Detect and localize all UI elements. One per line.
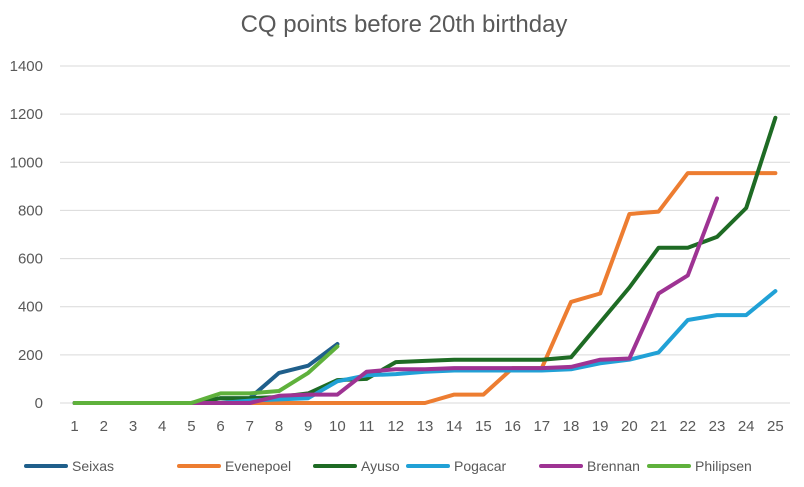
- y-axis-ticks: 0 200 400 600 800 1000 1200 1400: [10, 58, 43, 412]
- x-tick-label: 12: [387, 418, 404, 435]
- x-tick-label: 3: [129, 418, 137, 435]
- legend: Seixas Evenepoel Ayuso Pogacar Brennan Philip…: [24, 458, 752, 474]
- y-tick-label: 200: [18, 347, 43, 364]
- x-tick-label: 25: [767, 418, 784, 435]
- series-lines: [72, 115, 778, 405]
- y-tick-label: 0: [35, 395, 43, 412]
- x-tick-label: 20: [621, 418, 638, 435]
- x-tick-label: 24: [738, 418, 755, 435]
- x-tick-label: 7: [246, 418, 254, 435]
- legend-label-evenepoel: Evenepoel: [225, 458, 291, 474]
- gridlines: [60, 65, 790, 404]
- x-tick-label: 16: [504, 418, 521, 435]
- legend-label-pogacar: Pogacar: [454, 458, 506, 474]
- x-tick-label: 9: [304, 418, 312, 435]
- y-tick-label: 600: [18, 251, 43, 268]
- x-tick-label: 23: [709, 418, 726, 435]
- legend-label-ayuso: Ayuso: [361, 458, 400, 474]
- x-tick-label: 13: [417, 418, 434, 435]
- x-tick-label: 19: [592, 418, 609, 435]
- chart-title: CQ points before 20th birthday: [241, 11, 568, 38]
- legend-label-seixas: Seixas: [72, 458, 114, 474]
- x-tick-label: 17: [533, 418, 550, 435]
- x-tick-label: 2: [100, 418, 108, 435]
- series-line-philipsen: [72, 344, 340, 405]
- legend-label-philipsen: Philipsen: [695, 458, 752, 474]
- x-tick-label: 15: [475, 418, 492, 435]
- x-tick-label: 5: [187, 418, 195, 435]
- x-axis-ticks: 1 2 3 4 5 6 7 8 9 10 11 12 13 14 15 16 17 18 19 20 21 22 23 24 2…: [70, 418, 783, 435]
- x-tick-label: 11: [359, 418, 375, 435]
- x-tick-label: 18: [563, 418, 580, 435]
- x-tick-label: 6: [216, 418, 224, 435]
- y-tick-label: 800: [18, 202, 43, 219]
- x-tick-label: 22: [679, 418, 696, 435]
- x-tick-label: 4: [158, 418, 166, 435]
- x-tick-label: 1: [70, 418, 78, 435]
- y-tick-label: 1000: [10, 154, 43, 171]
- x-tick-label: 14: [446, 418, 463, 435]
- y-tick-label: 1200: [10, 106, 43, 123]
- x-tick-label: 21: [650, 418, 667, 435]
- series-line-pogacar: [72, 289, 778, 405]
- y-tick-label: 1400: [10, 58, 43, 75]
- x-tick-label: 10: [329, 418, 346, 435]
- series-line-ayuso: [72, 115, 778, 405]
- x-tick-label: 8: [275, 418, 283, 435]
- legend-label-brennan: Brennan: [587, 458, 640, 474]
- y-tick-label: 400: [18, 299, 43, 316]
